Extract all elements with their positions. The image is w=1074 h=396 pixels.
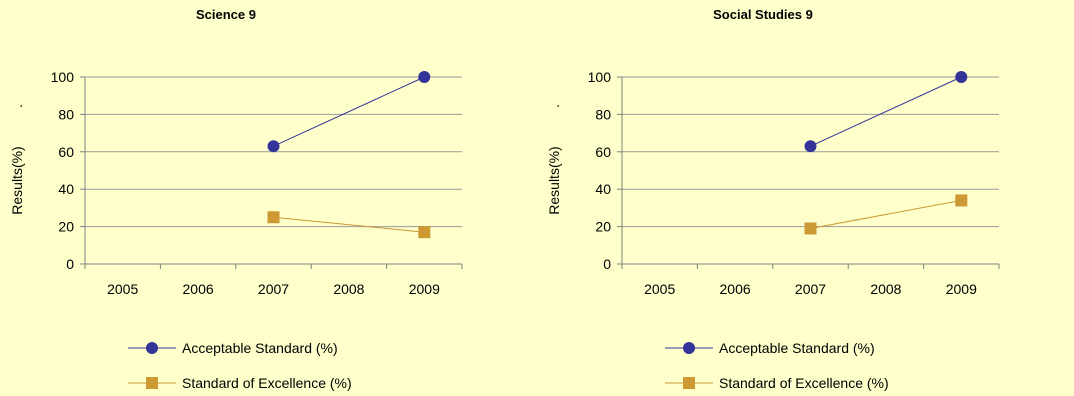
science-9-y-tick-label: 60 (58, 144, 74, 160)
social-studies-9-y-tick-label: 100 (588, 69, 612, 85)
social-studies-9-series-acceptable-point (804, 140, 817, 153)
social-studies-9-series-excellence-legend-marker (683, 377, 695, 389)
science-9-y-tick-label: 20 (58, 219, 74, 235)
science-9-y-tick-label: 100 (51, 69, 75, 85)
social-studies-9-series-acceptable-legend-label: Acceptable Standard (%) (719, 340, 875, 356)
social-studies-9-series-acceptable-line (810, 76, 962, 147)
science-9-y-tick-label: 40 (58, 181, 74, 197)
social-studies-9-y-tick-label: 0 (603, 256, 611, 272)
science-9-y-axis-label-mark: . (9, 104, 25, 108)
social-studies-9-series-excellence-point (955, 194, 968, 207)
science-9-series-acceptable-point (418, 71, 431, 83)
social-studies-9-x-tick-label: 2009 (946, 281, 977, 297)
science-9-series-acceptable-line (273, 76, 425, 147)
social-studies-9-x-tick-label: 2006 (720, 281, 751, 297)
science-9-series-excellence-line (273, 216, 425, 233)
social-studies-9-y-axis-label: Results(%) (546, 146, 562, 214)
science-9-x-tick-label: 2009 (409, 281, 440, 297)
social-studies-9-series-acceptable-point (955, 71, 968, 83)
social-studies-9-x-tick-label: 2005 (644, 281, 675, 297)
social-studies-9-series-excellence-line (810, 199, 962, 229)
social-studies-9-x-tick-label: 2008 (870, 281, 901, 297)
social-studies-9-series-excellence-point (804, 222, 817, 235)
social-studies-9-chart-svg: Social Studies 9 0 20 40 60 80 100 2005 2006 2007… (546, 7, 1000, 391)
science-9-y-axis-label: Results(%) (9, 146, 25, 214)
social-studies-9-y-tick-label: 80 (595, 106, 611, 122)
science-9-x-tick-label: 2007 (258, 281, 289, 297)
science-9-series-excellence-point (418, 226, 431, 239)
science-9-series-acceptable-legend-marker (146, 342, 158, 354)
science-9-x-tick-label: 2005 (107, 281, 138, 297)
science-9-series-excellence-point (267, 211, 280, 224)
social-studies-9-chart-title: Social Studies 9 (713, 7, 813, 22)
science-9-x-tick-label: 2008 (333, 281, 364, 297)
science-9-chart: Science 9 0 20 40 60 80 100 2005 2006 2007 2008 200… (9, 7, 463, 391)
social-studies-9-y-tick-label: 60 (595, 144, 611, 160)
science-9-chart-title: Science 9 (196, 7, 256, 22)
social-studies-9-series-acceptable-legend-marker (683, 342, 695, 354)
science-9-series-excellence-legend-marker (146, 377, 158, 389)
science-9-y-tick-label: 80 (58, 106, 74, 122)
social-studies-9-y-tick-label: 20 (595, 219, 611, 235)
social-studies-9-chart: Social Studies 9 0 20 40 60 80 100 2005 2006 2007… (537, 0, 1074, 396)
science-9-chart-svg: Science 9 0 20 40 60 80 100 2005 2006 2007 2008 200… (9, 7, 463, 391)
science-9-series-acceptable-point (267, 140, 280, 153)
science-9-y-tick-label: 0 (66, 256, 74, 272)
social-studies-9-series-excellence-legend-label: Standard of Excellence (%) (719, 375, 889, 391)
science-9-series-excellence-legend-label: Standard of Excellence (%) (182, 375, 352, 391)
science-9-series-acceptable-legend-label: Acceptable Standard (%) (182, 340, 338, 356)
social-studies-9-y-tick-label: 40 (595, 181, 611, 197)
science-9-x-tick-label: 2006 (183, 281, 214, 297)
social-studies-9-x-tick-label: 2007 (795, 281, 826, 297)
social-studies-9-y-axis-label-mark: . (546, 104, 562, 108)
